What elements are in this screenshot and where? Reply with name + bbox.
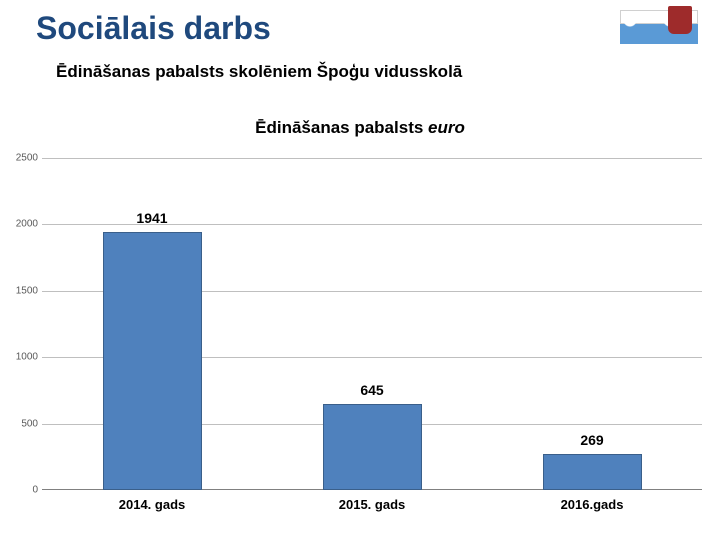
y-tick-label: 2500 — [12, 153, 38, 164]
bar-value-label: 1941 — [136, 210, 167, 232]
y-tick-label: 500 — [12, 418, 38, 429]
page-subtitle: Ēdināšanas pabalsts skolēniem Špoģu vidu… — [56, 62, 462, 82]
y-tick-label: 1000 — [12, 352, 38, 363]
bar-value-label: 269 — [580, 432, 603, 454]
crest-icon — [668, 6, 692, 34]
logo-flag-crest — [620, 6, 698, 52]
bar — [543, 454, 642, 490]
slide: Sociālais darbs Ēdināšanas pabalsts skol… — [0, 0, 720, 540]
plot-area: 0500100015002000250019412014. gads645201… — [42, 158, 702, 490]
bar-value-label: 645 — [360, 382, 383, 404]
category-label: 2014. gads — [119, 497, 186, 512]
y-tick-label: 2000 — [12, 219, 38, 230]
page-title: Sociālais darbs — [36, 10, 271, 47]
chart-title-unit: euro — [428, 118, 465, 137]
y-tick-label: 1500 — [12, 285, 38, 296]
chart-title-text: Ēdināšanas pabalsts — [255, 118, 428, 137]
gridline — [42, 158, 702, 159]
bar-chart: 0 500 1000 1500 2000 2500 1941 2014. gads 645 201… — [10, 148, 710, 520]
bar — [103, 232, 202, 490]
category-label: 2016.gads — [561, 497, 624, 512]
category-label: 2015. gads — [339, 497, 406, 512]
chart-title: Ēdināšanas pabalsts euro — [0, 118, 720, 138]
y-tick-label: 0 — [12, 485, 38, 496]
bar — [323, 404, 422, 490]
